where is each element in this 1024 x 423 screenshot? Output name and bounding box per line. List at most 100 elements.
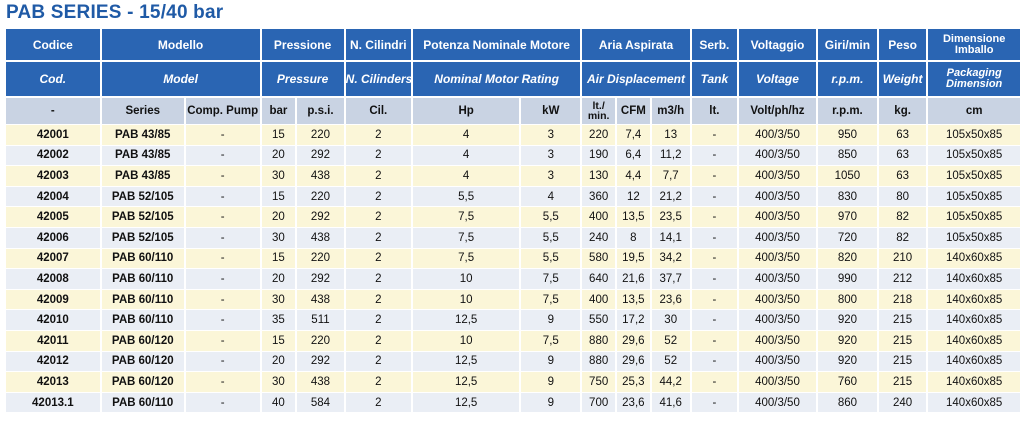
cell-tank: - [690,268,740,290]
table-row: 42010 PAB 60/110-35 511 2 12,5 9 550 17,2 30-400… [6,309,1020,331]
header-motor-rating: Nominal Motor Rating [411,60,583,97]
cell-lt-min: 880 [581,329,617,352]
cell-cm: 140x60x85 [927,268,1020,290]
cell-hp: 10 [411,329,522,352]
cell-psi: 292 [296,144,346,166]
cell-tank: - [690,185,740,207]
cell-cfm: 6,4 [616,144,652,166]
cell-kg: 218 [877,288,929,310]
cell-model: PAB 60/110 [100,391,186,413]
cell-rpm: 720 [816,226,879,249]
cell-kw: 3 [520,165,583,187]
cell-code: 42012 [6,350,102,372]
cell-m3h: 13 [650,124,692,146]
cell-cfm: 7,4 [616,124,652,146]
cell-volt: 400/3/50 [738,329,818,352]
cell-bar: 30 [260,288,298,310]
cell-volt: 400/3/50 [738,247,818,269]
cell-volt: 400/3/50 [738,226,818,249]
cell-psi: 438 [296,288,346,310]
cell-model: PAB 60/110 [100,309,186,331]
header-row-english: Cod. Model Pressure N. Cilinders Nominal… [6,60,1020,97]
cell-code: 42013.1 [6,391,102,413]
cell-m3h: 44,2 [650,371,692,393]
cell-psi: 292 [296,268,346,290]
cell-tank: - [690,309,740,331]
cell-psi: 292 [296,206,346,228]
cell-cm: 105x50x85 [927,124,1020,146]
cell-psi: 220 [296,124,346,146]
cell-kw: 9 [520,350,583,372]
header-dimensione: Dimensione Imballo [927,29,1020,61]
cell-kw: 7,5 [520,288,583,310]
cell-bar: 15 [260,329,298,352]
cell-kg: 210 [877,247,929,269]
unit-cil: Cil. [344,96,413,125]
cell-hp: 7,5 [411,226,522,249]
cell-code: 42013 [6,371,102,393]
header-model: Model [100,60,262,97]
cell-rpm: 970 [816,206,879,228]
cell-cm: 105x50x85 [927,206,1020,228]
cell-tank: - [690,144,740,166]
cell-rpm: 830 [816,185,879,207]
cell-volt: 400/3/50 [738,165,818,187]
cell-rpm: 850 [816,144,879,166]
cell-tank: - [690,350,740,372]
table-row: 42003 PAB 43/85-30 438 2 4 3 130 4,4 7,7-400/3/5… [6,165,1020,187]
cell-model: PAB 43/85 [100,124,186,146]
cell-rpm: 920 [816,350,879,372]
cell-hp: 12,5 [411,309,522,331]
cell-cm: 140x60x85 [927,329,1020,352]
cell-comp-pump: - [184,329,262,352]
cell-cil: 2 [344,371,413,393]
cell-hp: 7,5 [411,206,522,228]
cell-m3h: 7,7 [650,165,692,187]
cell-comp-pump: - [184,185,262,207]
cell-hp: 7,5 [411,247,522,269]
cell-cfm: 19,5 [616,247,652,269]
cell-comp-pump: - [184,247,262,269]
cell-lt-min: 880 [581,350,617,372]
cell-lt-min: 130 [581,165,617,187]
header-modello: Modello [100,29,262,61]
header-weight: Weight [877,60,929,97]
cell-tank: - [690,247,740,269]
cell-tank: - [690,391,740,413]
cell-cfm: 17,2 [616,309,652,331]
cell-hp: 5,5 [411,185,522,207]
cell-kw: 9 [520,371,583,393]
cell-lt-min: 550 [581,309,617,331]
unit-kg: kg. [877,96,929,125]
cell-lt-min: 580 [581,247,617,269]
cell-rpm: 860 [816,391,879,413]
cell-kw: 5,5 [520,247,583,269]
table-row: 42004 PAB 52/105-15 220 2 5,5 4 360 12 21,2-400/… [6,185,1020,207]
cell-bar: 15 [260,247,298,269]
unit-cfm: CFM [616,96,652,125]
cell-cfm: 23,6 [616,391,652,413]
cell-rpm: 1050 [816,165,879,187]
cell-code: 42001 [6,124,102,146]
cell-cm: 140x60x85 [927,391,1020,413]
table-row: 42006 PAB 52/105-30 438 2 7,5 5,5 240 8 14,1-400… [6,226,1020,249]
cell-tank: - [690,371,740,393]
table-row: 42009 PAB 60/110-30 438 2 10 7,5 400 13,5 23,6-4… [6,288,1020,310]
cell-code: 42007 [6,247,102,269]
page-title: PAB SERIES - 15/40 bar [6,2,224,23]
cell-volt: 400/3/50 [738,371,818,393]
cell-m3h: 52 [650,329,692,352]
cell-bar: 20 [260,144,298,166]
unit-rpm: r.p.m. [816,96,879,125]
cell-bar: 35 [260,309,298,331]
cell-cil: 2 [344,124,413,146]
cell-volt: 400/3/50 [738,268,818,290]
cell-hp: 4 [411,165,522,187]
cell-model: PAB 60/110 [100,288,186,310]
header-tank: Tank [690,60,740,97]
cell-psi: 220 [296,329,346,352]
cell-hp: 4 [411,124,522,146]
cell-comp-pump: - [184,268,262,290]
cell-volt: 400/3/50 [738,309,818,331]
cell-cm: 105x50x85 [927,165,1020,187]
